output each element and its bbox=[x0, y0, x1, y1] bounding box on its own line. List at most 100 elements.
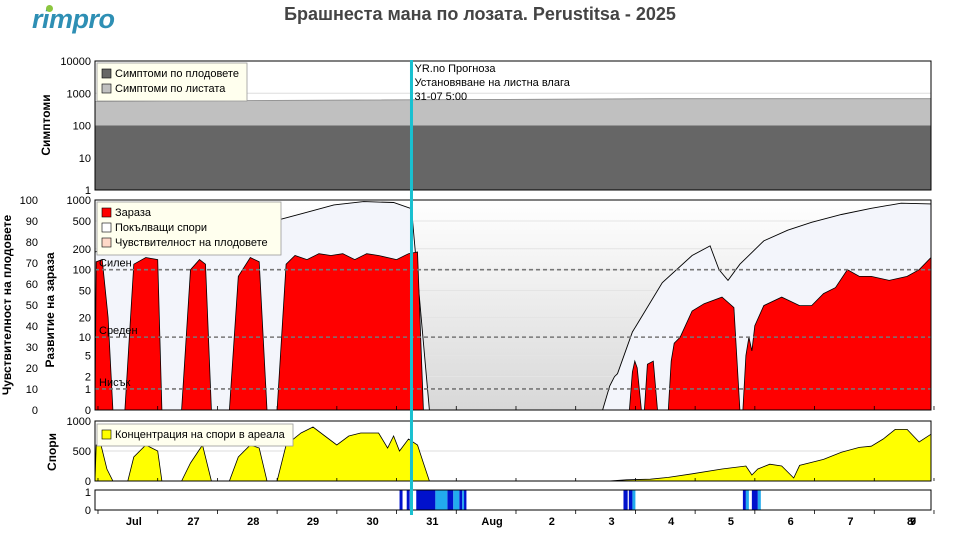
symptoms-ytick-label: 100 bbox=[73, 121, 91, 133]
infection-legend-swatch bbox=[101, 222, 112, 233]
infection-plot-frame bbox=[94, 199, 932, 411]
fruit-sensitivity-ytick-label: 90 bbox=[26, 216, 38, 228]
infection-ytick-label: 20 bbox=[79, 312, 91, 324]
fruit-symptoms-area bbox=[95, 125, 931, 190]
symptoms-ytick-label: 1 bbox=[85, 185, 91, 197]
wetness-band-light bbox=[757, 490, 761, 510]
spores-ytick-label: 0 bbox=[85, 476, 91, 488]
wetness-band-dark bbox=[416, 490, 436, 510]
wetness-plot-bg bbox=[95, 490, 931, 510]
rimpro-logo: rimpro bbox=[32, 4, 115, 34]
wetness-band-dark bbox=[742, 490, 746, 510]
spores-plot-frame bbox=[94, 420, 932, 482]
fruit-sensitivity-ytick-label: 20 bbox=[26, 363, 38, 375]
fruit-sensitivity-ytick-label: 60 bbox=[26, 279, 38, 291]
infection-ytick-label: 2 bbox=[85, 372, 91, 384]
fruit-sensitivity-ytick-label: 100 bbox=[20, 195, 38, 207]
x-axis-tick-label: 31 bbox=[426, 516, 438, 528]
fruit-sensitivity-ytick-label: 10 bbox=[26, 384, 38, 396]
infection-area bbox=[742, 256, 932, 411]
x-axis-tick-label: Jul bbox=[126, 516, 142, 528]
x-axis-tick-label: 9 bbox=[910, 516, 916, 528]
wetness-band-light bbox=[632, 490, 636, 510]
infection-legend-swatch bbox=[101, 237, 112, 248]
wetness-band-light bbox=[462, 490, 465, 510]
x-axis-tick-label: 29 bbox=[307, 516, 319, 528]
symptoms-ytick-label: 1000 bbox=[67, 88, 91, 100]
legend-swatch-leaf-symptoms bbox=[101, 83, 112, 94]
wetness-band-dark bbox=[459, 490, 463, 510]
symptoms-legend-box bbox=[96, 62, 248, 102]
fruit-sensitivity-ytick-label: 40 bbox=[26, 321, 38, 333]
infection-area bbox=[276, 251, 424, 411]
x-axis-tick-label: 28 bbox=[247, 516, 259, 528]
legend-label-spores: Концентрация на спори в ареала bbox=[115, 429, 286, 441]
legend-label-fruit-symptoms: Симптоми по плодовете bbox=[115, 68, 239, 80]
fruit-sensitivity-ytick-label: 80 bbox=[26, 237, 38, 249]
legend-label-leaf-symptoms: Симптоми по листата bbox=[115, 83, 226, 95]
infection-legend-label: Зараза bbox=[115, 207, 152, 219]
infection-ytick-label: 200 bbox=[73, 244, 91, 256]
wetness-band-dark bbox=[399, 490, 403, 510]
infection-legend-label: Чувствителност на плодовете bbox=[115, 237, 268, 249]
infection-area bbox=[667, 296, 741, 411]
severity-level-label: Нисък bbox=[99, 377, 130, 389]
infection-ytick-label: 10 bbox=[79, 332, 91, 344]
severity-level-label: Силен bbox=[99, 258, 132, 270]
x-axis-tick-label: 7 bbox=[847, 516, 853, 528]
x-axis-tick-label: 6 bbox=[788, 516, 794, 528]
x-axis-tick-label: 2 bbox=[549, 516, 555, 528]
wetness-band-dark bbox=[464, 490, 467, 510]
wetness-band-light bbox=[435, 490, 448, 510]
x-axis-tick-label: 3 bbox=[608, 516, 614, 528]
x-axis-tick-label: 7 bbox=[910, 516, 916, 528]
symptoms-plot-frame bbox=[94, 60, 932, 191]
spores-legend-box bbox=[96, 423, 294, 447]
fruit-sensitivity-ytick-label: 70 bbox=[26, 258, 38, 270]
wetness-plot-frame bbox=[94, 489, 932, 511]
legend-swatch-fruit-symptoms bbox=[101, 68, 112, 79]
severity-level-label: Среден bbox=[99, 325, 138, 337]
x-axis-tick-label: 8 bbox=[907, 516, 913, 528]
wetness-band-dark bbox=[406, 490, 410, 510]
x-axis-tick-label: 5 bbox=[728, 516, 734, 528]
chart-title: Брашнеста мана по лозата. Perustitsa - 2… bbox=[284, 4, 676, 24]
x-axis-tick-label: 30 bbox=[367, 516, 379, 528]
spores-axis-label: Спори bbox=[45, 433, 59, 471]
wetness-ytick-label: 0 bbox=[85, 505, 91, 517]
forecast-source-label: YR.no Прогноза bbox=[414, 63, 496, 75]
fruit-sensitivity-ytick-label: 30 bbox=[26, 342, 38, 354]
infection-ytick-label: 0 bbox=[85, 405, 91, 417]
x-axis-tick-label: 27 bbox=[187, 516, 199, 528]
fruit-sensitivity-ytick-label: 0 bbox=[32, 405, 38, 417]
infection-ytick-label: 1 bbox=[85, 384, 91, 396]
wetness-band-dark bbox=[447, 490, 454, 510]
symptoms-ytick-label: 10000 bbox=[60, 56, 91, 68]
wetness-band-dark bbox=[623, 490, 628, 510]
symptoms-ytick-label: 10 bbox=[79, 153, 91, 165]
infection-ytick-label: 100 bbox=[73, 265, 91, 277]
forecast-datetime-label: 31-07 5:00 bbox=[414, 91, 467, 103]
logo-dot-icon bbox=[46, 5, 53, 12]
wetness-band-light bbox=[745, 490, 749, 510]
infection-ytick-label: 500 bbox=[73, 216, 91, 228]
wetness-band-light bbox=[453, 490, 460, 510]
legend-swatch-spores bbox=[101, 429, 112, 440]
symptoms-axis-label: Симптоми bbox=[39, 94, 53, 155]
infection-ytick-label: 5 bbox=[85, 351, 91, 363]
x-axis-tick-label: Aug bbox=[481, 516, 502, 528]
fruit-sensitivity-axis-label: Чувствителност на плодовете bbox=[0, 215, 14, 396]
wetness-band-dark bbox=[628, 490, 633, 510]
forecast-leaf-wetness-label: Установяване на листна влага bbox=[414, 77, 570, 89]
infection-axis-label: Развитие на зараза bbox=[43, 252, 57, 367]
infection-legend-label: Покълващи спори bbox=[115, 222, 207, 234]
wetness-band-dark bbox=[751, 490, 758, 510]
infection-ytick-label: 50 bbox=[79, 285, 91, 297]
spores-ytick-label: 500 bbox=[73, 446, 91, 458]
infection-legend-box bbox=[96, 201, 282, 256]
infection-legend-swatch bbox=[101, 207, 112, 218]
x-axis-tick-label: 4 bbox=[668, 516, 675, 528]
fruit-sensitivity-ytick-label: 50 bbox=[26, 300, 38, 312]
spores-ytick-label: 1000 bbox=[67, 416, 91, 428]
